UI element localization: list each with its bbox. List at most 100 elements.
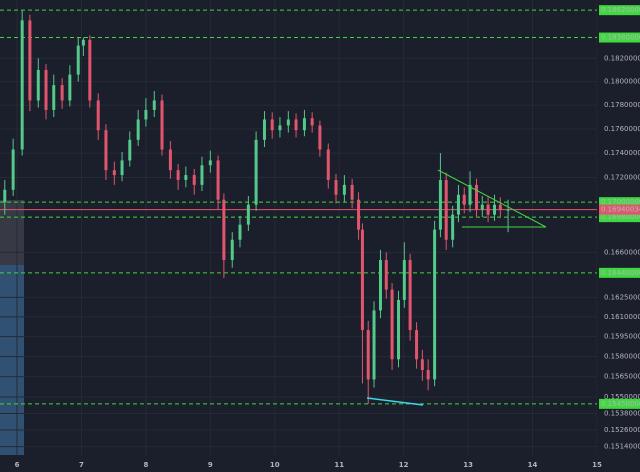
x-tick-label: 13 [463,461,473,469]
candle-body [334,179,338,195]
candle-body [468,184,472,205]
level-label: 0.18380000 [601,34,640,42]
candle-body [128,139,132,161]
volume-profile-value-area [0,265,24,455]
candle-body [28,20,32,101]
candle-body [3,189,7,203]
candle-body [120,160,124,176]
candle-body [246,204,250,225]
candle-body [104,130,108,171]
candle-body [216,160,220,200]
candle-body [112,170,116,176]
candle-body [357,199,361,230]
x-tick-label: 9 [208,461,213,469]
current-price-box [599,204,640,215]
candle-body [168,149,172,171]
candle-body [390,289,394,360]
candle-body [20,20,24,150]
candle-body [474,184,478,210]
candle-body [444,179,448,240]
candle-body [462,194,466,205]
candle-body [286,119,290,126]
candle-body [438,179,442,230]
candle-body [270,119,274,131]
x-tick-label: 6 [15,461,20,469]
candle-body [378,260,382,311]
candle-body [302,118,306,131]
candle-body [81,39,85,46]
trendline [366,397,424,406]
candle-body [60,85,64,101]
candle-body [397,299,401,360]
level-label: 0.16440000 [601,269,640,277]
candle-body [498,204,502,210]
x-tick-label: 15 [592,461,602,469]
x-tick-label: 11 [334,461,344,469]
candle-body [192,175,196,185]
candle-body [88,39,92,101]
x-tick-label: 8 [143,461,148,469]
candle-body [208,160,212,166]
candle-body [310,118,314,126]
level-label-box [599,32,640,43]
x-tick-label: 12 [399,461,409,469]
trendline [437,169,547,228]
candle-body [506,209,510,211]
level-label: 0.17000000 [601,198,640,206]
candle-body [402,260,406,300]
level-label: 0.15450000 [601,400,640,408]
level-label: 0.18620000 [601,6,640,14]
candle-body [262,119,266,140]
candle-body [415,330,419,360]
candle-body [350,184,354,200]
candle-body [372,310,376,380]
candle-body [152,100,156,110]
candle-body [222,199,226,261]
current-price-label: 0.16940034 [601,206,640,214]
candle-body [11,149,15,190]
candle-body [76,45,80,75]
candle-body [68,74,72,101]
candle-body [451,214,455,240]
candle-body [184,175,188,180]
candle-body [493,204,497,215]
candle-body [420,359,424,371]
candle-body [294,119,298,131]
x-tick-label: 14 [528,461,538,469]
candle-body [426,370,430,380]
level-label-box [599,212,640,223]
level-label-box [599,267,640,278]
candle-body [200,165,204,185]
candle-body [160,100,164,150]
candle-body [144,109,148,120]
candle-body [456,194,460,215]
candle-body [366,330,370,380]
candle-body [384,260,388,290]
candle-body [52,85,56,110]
level-label-box [599,197,640,208]
y-tick-label: 0.15140000 [604,443,640,451]
candle-body [176,170,180,180]
candle-body [342,184,346,195]
candle-body [480,204,484,210]
candle-body [230,239,234,261]
x-tick-label: 10 [270,461,280,469]
candle-body [254,139,258,205]
candle-body [238,224,242,240]
candle-body [318,125,322,150]
price-axis [597,0,640,472]
